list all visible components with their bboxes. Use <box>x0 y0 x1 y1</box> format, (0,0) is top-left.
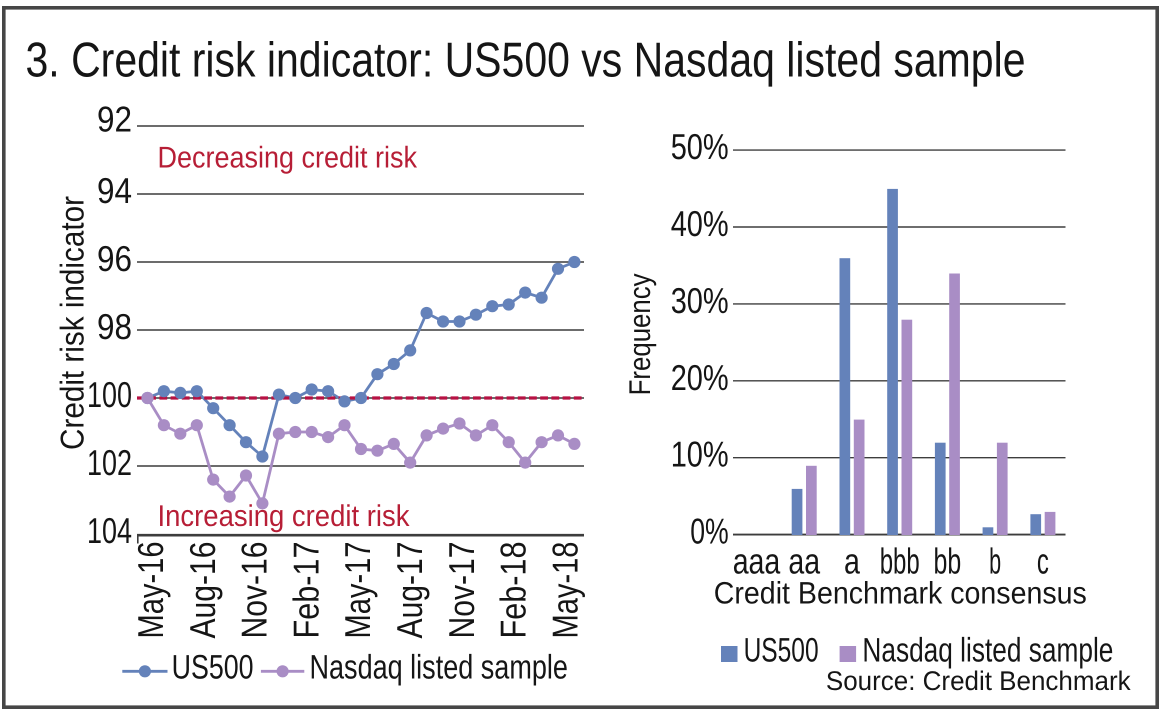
svg-text:3. Credit risk indicator: US50: 3. Credit risk indicator: US500 vs Nasda… <box>26 34 1026 88</box>
svg-text:b: b <box>989 541 1001 582</box>
svg-text:Increasing credit risk: Increasing credit risk <box>158 500 411 533</box>
svg-text:May-18: May-18 <box>544 542 585 639</box>
svg-text:c: c <box>1037 541 1049 582</box>
svg-text:Feb-17: Feb-17 <box>285 542 326 639</box>
svg-text:50%: 50% <box>671 126 729 167</box>
svg-text:Credit Benchmark consensus: Credit Benchmark consensus <box>714 576 1087 611</box>
svg-text:0%: 0% <box>690 511 729 552</box>
svg-text:Frequency: Frequency <box>624 273 657 395</box>
svg-text:Nasdaq listed sample: Nasdaq listed sample <box>310 649 568 687</box>
svg-text:96: 96 <box>97 238 132 279</box>
svg-text:bbb: bbb <box>880 541 920 582</box>
svg-text:Source: Credit Benchmark: Source: Credit Benchmark <box>826 666 1131 696</box>
svg-text:Decreasing credit risk: Decreasing credit risk <box>158 142 418 175</box>
svg-text:a: a <box>844 541 861 582</box>
svg-text:Credit risk indicator: Credit risk indicator <box>54 196 91 450</box>
svg-text:Nov-17: Nov-17 <box>441 542 482 639</box>
svg-text:Nov-16: Nov-16 <box>234 542 275 639</box>
svg-text:98: 98 <box>97 306 132 347</box>
svg-text:aa: aa <box>788 541 820 582</box>
svg-text:20%: 20% <box>671 357 729 398</box>
svg-text:Aug-17: Aug-17 <box>389 542 430 639</box>
svg-text:100: 100 <box>87 374 132 415</box>
svg-text:Aug-16: Aug-16 <box>182 542 223 639</box>
svg-text:92: 92 <box>97 99 132 140</box>
svg-text:102: 102 <box>87 442 132 483</box>
svg-text:Nasdaq listed sample: Nasdaq listed sample <box>862 632 1113 670</box>
svg-text:104: 104 <box>87 510 132 551</box>
svg-text:94: 94 <box>97 170 132 211</box>
svg-text:US500: US500 <box>744 632 819 670</box>
svg-text:May-16: May-16 <box>130 542 171 639</box>
svg-text:May-17: May-17 <box>337 542 378 639</box>
svg-text:aaa: aaa <box>733 541 781 582</box>
svg-text:Feb-18: Feb-18 <box>493 542 534 639</box>
svg-text:10%: 10% <box>671 434 729 475</box>
svg-text:30%: 30% <box>671 280 729 321</box>
svg-text:US500: US500 <box>172 649 254 687</box>
svg-text:40%: 40% <box>671 203 729 244</box>
svg-text:bb: bb <box>934 541 962 582</box>
